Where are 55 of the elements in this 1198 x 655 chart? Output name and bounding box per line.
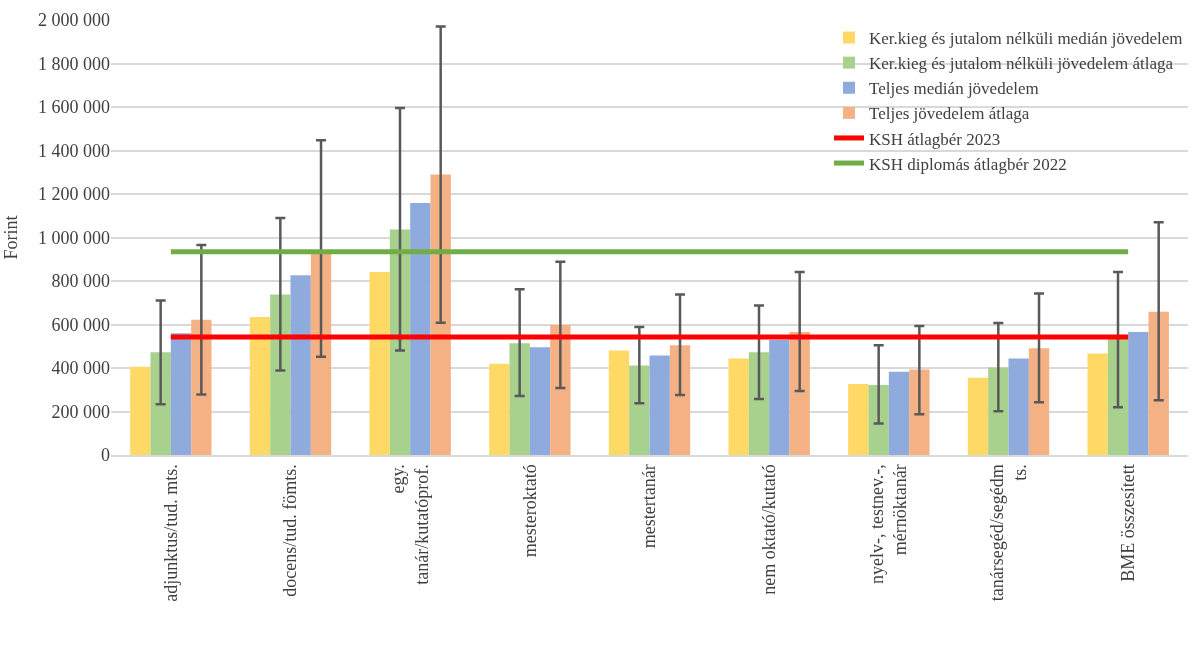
bar	[608, 350, 630, 455]
legend-label: Teljes medián jövedelem	[869, 79, 1039, 99]
y-tick-label: 1 800 000	[38, 53, 110, 74]
bar	[249, 316, 271, 455]
bar	[270, 294, 291, 455]
x-tick-label: adjunktus/tud. mts.	[160, 464, 181, 602]
bar	[629, 365, 650, 455]
x-tick-label: nyelv-, testnev.-, mérnöktanár	[866, 464, 911, 584]
bar	[150, 352, 171, 455]
y-axis-title: Forint	[1, 215, 22, 260]
bar	[988, 367, 1009, 455]
y-tick-label: 1 200 000	[38, 184, 110, 205]
bar	[1087, 353, 1108, 455]
bar	[669, 345, 691, 455]
y-tick-label: 600 000	[51, 314, 110, 335]
bar	[967, 377, 989, 455]
legend-label: KSH átlagbér 2023	[869, 129, 1001, 149]
bar	[748, 352, 770, 455]
bar	[868, 384, 889, 455]
bar	[848, 383, 869, 455]
bar	[130, 366, 151, 455]
y-tick-label: 800 000	[51, 271, 110, 292]
y-tick-label: 2 000 000	[38, 10, 110, 31]
y-tick-label: 1 600 000	[38, 97, 110, 118]
bar	[489, 363, 510, 455]
x-tick-label: tanársegéd/segédm ts.	[986, 464, 1031, 602]
bar	[369, 272, 390, 455]
bar	[1128, 332, 1149, 455]
bar	[410, 202, 431, 455]
y-tick-label: 0	[101, 445, 110, 466]
bar	[649, 355, 670, 455]
x-tick-label: docens/tud. fömts.	[280, 464, 301, 597]
x-tick-label: BME összesített	[1118, 464, 1139, 582]
x-tick-label: mesteroktató	[519, 464, 540, 558]
bar	[290, 275, 311, 455]
bar	[529, 347, 551, 455]
bar	[909, 369, 930, 455]
bar	[888, 371, 910, 455]
x-tick-label: egy. tanár/kutatóprof.	[388, 464, 432, 585]
y-tick-label: 1 400 000	[38, 140, 110, 161]
bar	[728, 358, 749, 455]
legend-label: Ker.kieg és jutalom nélküli jövedelem átlaga	[869, 54, 1174, 74]
legend-label: KSH diplomás átlagbér 2022	[869, 154, 1067, 174]
y-tick-label: 400 000	[51, 358, 110, 379]
bar	[170, 333, 192, 455]
bar	[1008, 358, 1029, 455]
legend-label: Teljes jövedelem átlaga	[869, 104, 1030, 124]
legend-label: Ker.kieg és jutalom nélküli medián jövedelem	[869, 29, 1183, 49]
bar	[769, 339, 790, 455]
y-tick-label: 1 000 000	[38, 227, 110, 248]
x-tick-label: mestertanár	[639, 464, 660, 549]
bar	[1028, 348, 1050, 455]
y-tick-label: 200 000	[51, 401, 110, 422]
bar	[509, 343, 530, 455]
x-tick-label: nem oktató/kutató	[759, 464, 780, 595]
